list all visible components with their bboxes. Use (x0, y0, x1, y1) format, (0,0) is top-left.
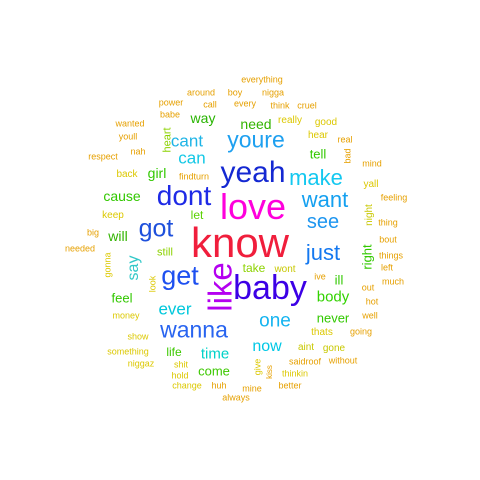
word-heart: heart (161, 127, 174, 153)
word-girl: girl (147, 165, 167, 181)
word-saidroof: saidroof (288, 356, 322, 367)
word-still: still (157, 246, 173, 259)
word-let: let (190, 208, 204, 222)
word-night: night (364, 204, 375, 226)
word-now: now (252, 338, 282, 355)
word-gone: gone (322, 343, 346, 354)
word-feeling: feeling (380, 192, 408, 203)
word-show: show (127, 331, 149, 342)
word-left: left (380, 262, 394, 273)
word-findturn: findturn (178, 171, 210, 182)
word-real: real (337, 134, 353, 145)
word-cant: cant (170, 131, 204, 151)
word-mind: mind (362, 158, 382, 169)
word-will: will (108, 228, 128, 244)
word-can: can (178, 148, 206, 168)
word-much: much (381, 276, 405, 287)
word-gonna: gonna (102, 252, 113, 278)
word-cause: cause (103, 188, 141, 204)
word-big: big (86, 227, 100, 238)
word-love: love (219, 186, 287, 227)
word-say: say (125, 255, 142, 281)
word-kiss: kiss (265, 365, 274, 379)
word-think: think (270, 100, 290, 111)
word-ever: ever (158, 299, 192, 319)
word-out: out (361, 282, 375, 293)
word-well: well (362, 310, 378, 321)
word-right: right (359, 244, 375, 270)
word-nigga: nigga (261, 87, 285, 98)
word-look: look (147, 275, 158, 293)
word-come: come (198, 363, 230, 379)
word-one: one (259, 310, 291, 332)
word-good: good (314, 117, 338, 128)
word-need: need (240, 116, 272, 132)
word-want: want (301, 187, 349, 212)
word-youre: youre (227, 126, 285, 153)
word-got: got (138, 214, 174, 243)
word-way: way (190, 110, 216, 126)
word-better: better (278, 380, 302, 391)
word-niggaz: niggaz (127, 358, 155, 369)
word-time: time (200, 345, 230, 363)
word-give: give (252, 358, 263, 376)
word-get: get (161, 260, 199, 291)
word-babe: babe (159, 109, 181, 120)
word-take: take (242, 261, 266, 275)
word-wanna: wanna (160, 316, 228, 343)
word-never: never (316, 310, 350, 326)
word-nah: nah (130, 146, 146, 157)
word-thats: thats (311, 327, 333, 338)
word-change: change (172, 380, 202, 391)
word-wanted: wanted (115, 118, 145, 129)
word-always: always (222, 392, 250, 403)
word-feel: feel (111, 290, 133, 306)
word-mine: mine (242, 383, 262, 394)
word-bout: bout (379, 234, 397, 245)
word-hear: hear (307, 130, 329, 141)
word-shit: shit (173, 359, 189, 370)
word-aint: aint (297, 342, 315, 353)
word-wont: wont (274, 264, 296, 275)
word-yeah: yeah (220, 156, 286, 189)
word-tell: tell (309, 146, 327, 162)
word-thinkin: thinkin (281, 368, 309, 379)
word-things: things (378, 250, 404, 261)
word-going: going (349, 326, 373, 337)
word-make: make (289, 165, 343, 190)
word-everything: everything (241, 74, 283, 85)
word-without: without (328, 355, 358, 366)
word-bad: bad (342, 148, 353, 164)
word-something: something (107, 346, 149, 357)
word-just: just (305, 240, 341, 265)
word-yall: yall (363, 179, 379, 190)
word-dont: dont (156, 180, 212, 211)
word-boy: boy (227, 87, 243, 98)
word-life: life (166, 345, 182, 359)
word-back: back (116, 169, 138, 180)
word-huh: huh (211, 380, 227, 391)
word-respect: respect (88, 151, 118, 162)
word-body: body (316, 288, 350, 306)
word-around: around (186, 87, 216, 98)
word-thing: thing (378, 217, 398, 228)
word-like: like (201, 262, 239, 312)
word-ive: ive (314, 271, 326, 282)
word-keep: keep (102, 210, 124, 221)
word-know: know (190, 219, 290, 266)
word-call: call (203, 99, 217, 110)
word-cruel: cruel (297, 100, 317, 111)
word-hold: hold (171, 370, 189, 381)
word-see: see (306, 211, 340, 233)
word-youll: youll (118, 131, 138, 142)
word-ill: ill (334, 272, 344, 288)
word-power: power (158, 97, 184, 108)
word-really: really (278, 115, 302, 126)
word-money: money (112, 310, 140, 321)
word-every: every (233, 98, 257, 109)
word-hot: hot (365, 296, 379, 307)
word-needed: needed (64, 243, 96, 254)
word-baby: baby (233, 269, 307, 307)
